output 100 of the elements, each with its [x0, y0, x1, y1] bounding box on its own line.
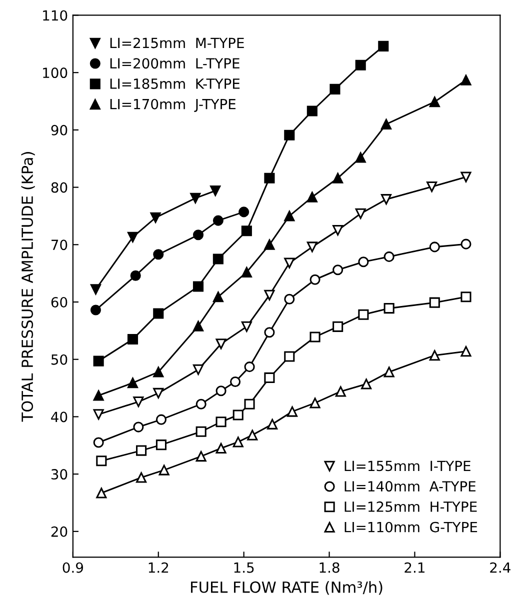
point	[267, 418, 278, 430]
y-tick-label: 70	[52, 240, 68, 250]
point	[216, 386, 226, 396]
point	[361, 378, 372, 390]
point	[136, 472, 147, 483]
y-tick-label: 110	[43, 10, 68, 21]
point	[355, 208, 366, 219]
point	[156, 414, 167, 425]
x-tick-label: 1.5	[234, 562, 254, 573]
point	[384, 303, 394, 314]
point	[153, 249, 164, 260]
point	[332, 321, 344, 332]
x-tick-label: 1.2	[148, 562, 168, 573]
point	[310, 332, 320, 342]
point	[216, 338, 226, 350]
point	[90, 304, 102, 316]
x-axis-title: FUEL FLOW RATE (Nm³/h)	[191, 581, 382, 595]
point	[306, 242, 318, 252]
point	[93, 437, 104, 448]
point	[212, 254, 224, 264]
point	[241, 266, 252, 278]
point	[156, 440, 167, 450]
point	[264, 239, 275, 250]
point	[216, 442, 226, 454]
point	[306, 106, 318, 116]
point	[429, 242, 440, 252]
point	[426, 181, 438, 192]
y-tick-label: 100	[43, 68, 68, 78]
point	[310, 398, 320, 408]
legend-label: LI=110mm G-TYPE	[344, 522, 478, 532]
point	[192, 230, 204, 240]
point	[130, 270, 141, 281]
legend-label: LI=125mm H-TYPE	[344, 501, 477, 512]
point	[310, 274, 320, 285]
point	[264, 172, 275, 184]
point	[150, 212, 161, 223]
legend-label: LI=185mm K-TYPE	[110, 78, 240, 89]
point	[378, 40, 389, 52]
y-tick-label: 90	[51, 124, 68, 136]
point	[460, 346, 472, 357]
point	[358, 309, 369, 320]
y-tick-label: 60	[51, 296, 68, 308]
point	[284, 258, 295, 268]
point	[153, 366, 164, 378]
point	[153, 388, 164, 398]
y-tick-label: 30	[51, 469, 68, 480]
point	[332, 172, 344, 184]
point	[127, 378, 138, 388]
point	[196, 451, 206, 462]
legend-label: LI=215mm M-TYPE	[110, 38, 244, 48]
point	[90, 284, 102, 295]
point	[380, 118, 392, 130]
point	[216, 416, 226, 428]
point	[136, 445, 147, 456]
point	[133, 396, 144, 408]
point	[332, 264, 344, 276]
point	[429, 96, 440, 108]
legend-label: LI=170mm J-TYPE	[110, 98, 236, 112]
point	[284, 210, 295, 222]
point	[384, 366, 394, 378]
point	[306, 192, 318, 202]
point	[355, 60, 366, 70]
legend-label: LI=140mm A-TYPE	[344, 481, 476, 492]
point	[355, 152, 366, 163]
y-tick-label: 20	[51, 526, 68, 537]
point	[460, 292, 472, 302]
point	[96, 456, 107, 466]
point	[196, 398, 206, 410]
point	[210, 185, 221, 196]
point	[238, 206, 250, 218]
point	[133, 422, 144, 432]
point	[232, 410, 244, 420]
y-axis-title: TOTAL PRESSURE AMPLITUDE (KPa)	[21, 152, 35, 422]
point	[460, 74, 472, 86]
point	[192, 320, 204, 332]
point	[192, 364, 204, 375]
point	[153, 308, 164, 319]
point	[93, 356, 104, 366]
point	[380, 194, 392, 205]
point	[264, 290, 275, 300]
point	[335, 386, 346, 397]
point	[158, 464, 170, 476]
point	[232, 436, 244, 448]
x-tick-label: 2.1	[404, 562, 424, 573]
point	[247, 430, 258, 440]
point	[460, 172, 472, 182]
point	[190, 192, 201, 204]
legend-label: LI=200mm L-TYPE	[110, 58, 240, 69]
x-tick-label: 1.8	[320, 562, 340, 573]
point	[264, 372, 275, 383]
point	[244, 362, 255, 372]
point	[286, 406, 298, 417]
point	[212, 292, 224, 302]
point	[241, 321, 252, 332]
point	[284, 351, 295, 362]
point	[212, 215, 224, 226]
point	[192, 281, 204, 292]
point	[429, 297, 440, 308]
point	[384, 251, 394, 262]
point	[93, 390, 104, 401]
